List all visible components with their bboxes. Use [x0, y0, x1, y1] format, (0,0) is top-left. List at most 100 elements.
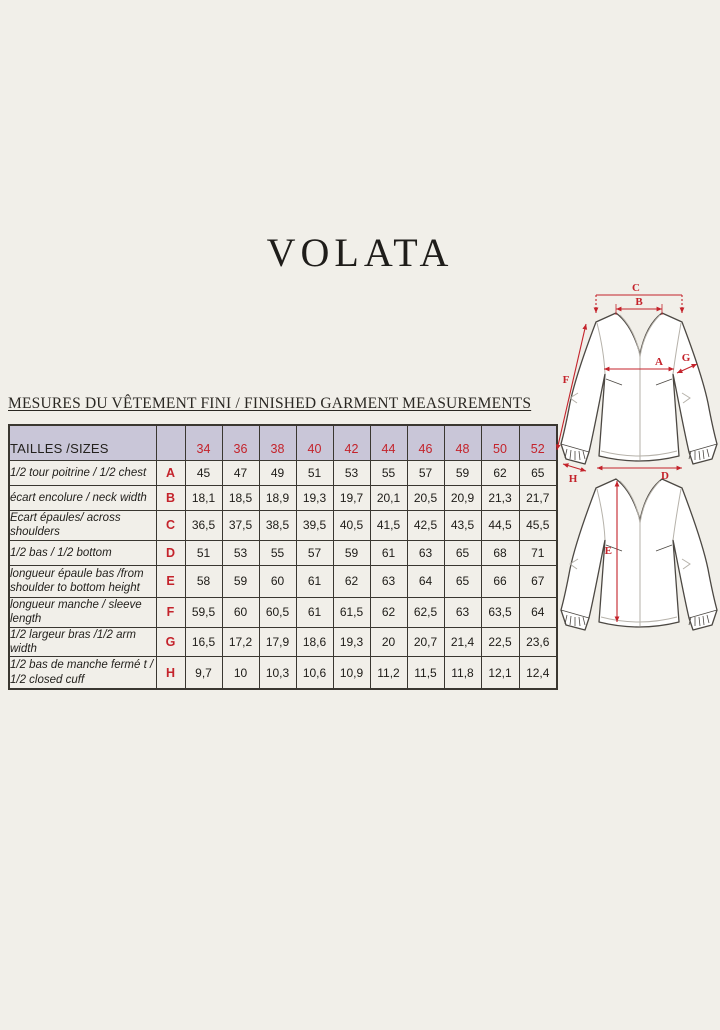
measurement-value: 68 — [480, 539, 520, 566]
page-title: VOLATA — [266, 230, 454, 275]
measurement-label: Ecart épaules/ across shoulders — [8, 510, 157, 541]
measurement-value: 43,5 — [443, 510, 482, 541]
dim-label-f: F — [563, 374, 570, 386]
measurement-value: 20,1 — [369, 485, 408, 511]
table-row: Ecart épaules/ across shoulders C 36,5 37,5… — [8, 510, 558, 541]
measurement-value: 45 — [184, 460, 223, 486]
measurement-value: 44,5 — [480, 510, 520, 541]
measurement-value: 38,5 — [258, 510, 297, 541]
size-header: 44 — [369, 424, 408, 461]
measurement-value: 71 — [518, 539, 558, 566]
measurement-value: 11,2 — [369, 656, 408, 690]
size-header: 36 — [221, 424, 260, 461]
table-row: 1/2 largeur bras /1/2 arm width G 16,5 17,2… — [8, 626, 558, 658]
size-header: 34 — [184, 424, 223, 461]
measurement-letter: G — [155, 626, 186, 658]
measurement-value: 18,6 — [295, 626, 334, 658]
table-row: longueur épaule bas /from shoulder to bo… — [8, 564, 558, 598]
measurement-value: 9,7 — [184, 656, 223, 690]
dim-label-b: B — [635, 296, 643, 308]
measurement-value: 59 — [221, 564, 260, 598]
measurement-value: 11,5 — [406, 656, 445, 690]
measurement-value: 40,5 — [332, 510, 371, 541]
measurement-value: 65 — [443, 564, 482, 598]
size-header: 48 — [443, 424, 482, 461]
measurement-value: 59 — [332, 539, 371, 566]
measurement-value: 58 — [184, 564, 223, 598]
measurement-value: 61 — [295, 564, 334, 598]
measurement-value: 60 — [221, 596, 260, 628]
measurement-value: 11,8 — [443, 656, 482, 690]
measurement-value: 53 — [221, 539, 260, 566]
measurement-value: 19,7 — [332, 485, 371, 511]
sizes-corner-label: TAILLES /SIZES — [8, 424, 157, 461]
measurement-value: 63 — [443, 596, 482, 628]
measurement-value: 18,1 — [184, 485, 223, 511]
measurement-value: 65 — [518, 460, 558, 486]
measurement-value: 12,1 — [480, 656, 520, 690]
measurement-value: 42,5 — [406, 510, 445, 541]
size-header: 46 — [406, 424, 445, 461]
measurement-value: 10 — [221, 656, 260, 690]
measurement-value: 57 — [295, 539, 334, 566]
section-heading: MESURES DU VÊTEMENT FINI / FINISHED GARM… — [8, 395, 532, 412]
table-row: 1/2 tour poitrine / 1/2 chest A 45 47 49 51 53… — [8, 460, 558, 486]
table-row: 1/2 bas de manche fermé t / 1/2 closed c… — [8, 656, 558, 690]
measurement-value: 67 — [518, 564, 558, 598]
dim-label-a: A — [655, 356, 663, 368]
dim-label-h: H — [569, 473, 578, 485]
measurement-value: 20,5 — [406, 485, 445, 511]
measurement-value: 20,7 — [406, 626, 445, 658]
measurement-label: longueur épaule bas /from shoulder to bo… — [8, 564, 157, 598]
measurement-value: 51 — [295, 460, 334, 486]
size-header: 50 — [480, 424, 520, 461]
measurement-value: 59,5 — [184, 596, 223, 628]
measurement-value: 61,5 — [332, 596, 371, 628]
measurement-value: 49 — [258, 460, 297, 486]
measurement-value: 60 — [258, 564, 297, 598]
measurement-letter: A — [155, 460, 186, 486]
measurement-label: 1/2 largeur bras /1/2 arm width — [8, 626, 157, 658]
measurement-value: 41,5 — [369, 510, 408, 541]
table-row: 1/2 bas / 1/2 bottom D 51 53 55 57 59 61 63 65 68 7… — [8, 539, 558, 566]
measurement-value: 18,5 — [221, 485, 260, 511]
measurement-value: 10,9 — [332, 656, 371, 690]
dim-label-c: C — [632, 282, 640, 294]
measurement-value: 18,9 — [258, 485, 297, 511]
measurement-value: 62 — [332, 564, 371, 598]
measurement-value: 51 — [184, 539, 223, 566]
measurement-value: 16,5 — [184, 626, 223, 658]
measurement-value: 17,2 — [221, 626, 260, 658]
measurement-value: 57 — [406, 460, 445, 486]
measurement-letter: E — [155, 564, 186, 598]
measurement-value: 21,7 — [518, 485, 558, 511]
dim-line-f — [555, 323, 588, 451]
measurement-value: 66 — [480, 564, 520, 598]
size-header: 38 — [258, 424, 297, 461]
size-header: 52 — [518, 424, 558, 461]
measurement-letter: B — [155, 485, 186, 511]
measurement-value: 21,3 — [480, 485, 520, 511]
measurement-value: 55 — [369, 460, 408, 486]
dim-label-g: G — [682, 352, 691, 364]
measurement-value: 65 — [443, 539, 482, 566]
letter-column-header — [155, 424, 186, 461]
measurement-value: 22,5 — [480, 626, 520, 658]
table-row: écart encolure / neck width B 18,1 18,5 18,9… — [8, 485, 558, 511]
measurement-letter: D — [155, 539, 186, 566]
measurements-table: TAILLES /SIZES 34 36 38 40 42 44 46 48 50 52 1/2 … — [8, 424, 558, 690]
size-header: 40 — [295, 424, 334, 461]
measurement-letter: H — [155, 656, 186, 690]
measurement-label: écart encolure / neck width — [8, 485, 157, 511]
measurement-value: 60,5 — [258, 596, 297, 628]
measurement-value: 63 — [369, 564, 408, 598]
measurement-value: 20 — [369, 626, 408, 658]
measurement-value: 19,3 — [332, 626, 371, 658]
garment-technical-drawing: C B A G F H D E — [555, 282, 718, 631]
table-size-header-row: TAILLES /SIZES 34 36 38 40 42 44 46 48 50 52 — [8, 424, 558, 461]
measurement-value: 55 — [258, 539, 297, 566]
measurement-value: 61 — [369, 539, 408, 566]
measurement-value: 64 — [406, 564, 445, 598]
measurement-value: 10,3 — [258, 656, 297, 690]
